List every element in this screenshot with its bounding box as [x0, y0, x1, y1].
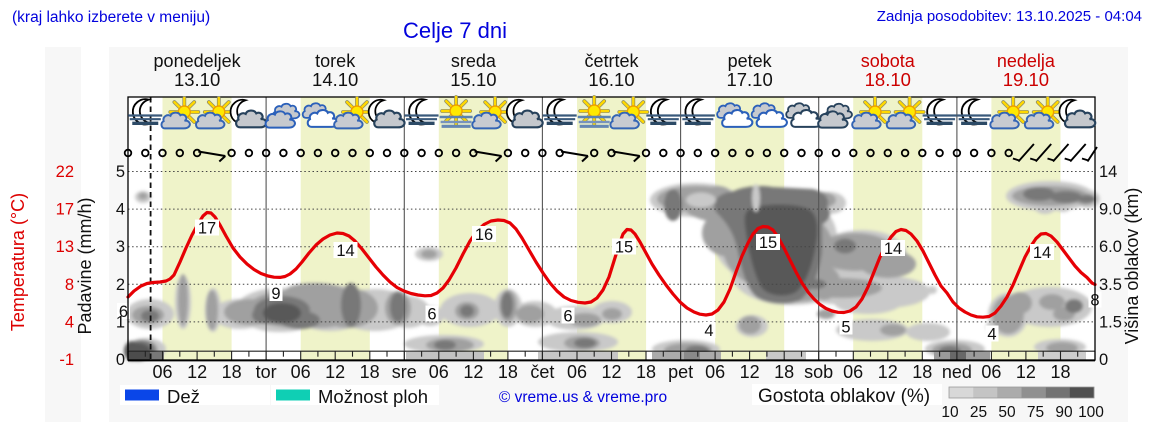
svg-text:tor: tor: [256, 362, 277, 382]
svg-text:12: 12: [1016, 362, 1036, 382]
svg-text:3.5: 3.5: [1099, 276, 1122, 294]
svg-text:6.0: 6.0: [1099, 238, 1122, 256]
svg-text:(kraj lahko izberete v meniju): (kraj lahko izberete v meniju): [12, 9, 210, 26]
svg-text:12: 12: [601, 362, 621, 382]
svg-text:12: 12: [878, 362, 898, 382]
svg-text:6: 6: [119, 303, 128, 321]
svg-text:4: 4: [116, 201, 125, 219]
svg-text:18: 18: [222, 362, 242, 382]
svg-text:1: 1: [116, 313, 125, 331]
svg-text:sobota: sobota: [861, 51, 916, 71]
svg-text:0: 0: [1099, 351, 1108, 369]
svg-text:12: 12: [325, 362, 345, 382]
svg-text:0: 0: [116, 351, 125, 369]
svg-text:18: 18: [774, 362, 794, 382]
svg-text:50: 50: [998, 404, 1016, 421]
svg-text:75: 75: [1027, 404, 1044, 421]
svg-text:čet: čet: [530, 362, 554, 382]
svg-text:25: 25: [970, 404, 987, 421]
svg-text:pet: pet: [668, 362, 693, 382]
svg-text:06: 06: [981, 362, 1001, 382]
svg-text:6: 6: [427, 306, 436, 324]
svg-text:Celje 7 dni: Celje 7 dni: [403, 18, 507, 43]
svg-text:Višina oblakov (km): Višina oblakov (km): [1122, 188, 1142, 345]
svg-text:17.10: 17.10: [726, 69, 772, 90]
svg-text:12: 12: [187, 362, 207, 382]
svg-text:Temperatura (°C): Temperatura (°C): [8, 193, 28, 331]
svg-text:15: 15: [615, 239, 633, 257]
svg-text:Dež: Dež: [167, 386, 200, 407]
svg-text:18: 18: [912, 362, 932, 382]
svg-text:06: 06: [843, 362, 863, 382]
svg-text:© vreme.us & vreme.pro: © vreme.us & vreme.pro: [499, 389, 667, 406]
svg-text:petek: petek: [728, 51, 773, 71]
svg-text:6: 6: [563, 308, 572, 326]
svg-text:15.10: 15.10: [450, 69, 496, 90]
svg-text:18.10: 18.10: [865, 69, 911, 90]
svg-text:100: 100: [1078, 404, 1104, 421]
svg-text:Zadnja posodobitev: 13.10.2025: Zadnja posodobitev: 13.10.2025 - 04:04: [877, 8, 1142, 25]
svg-text:9.0: 9.0: [1099, 201, 1122, 219]
svg-text:19.10: 19.10: [1003, 69, 1049, 90]
svg-text:10: 10: [941, 404, 959, 421]
svg-text:15: 15: [759, 234, 777, 252]
svg-text:13: 13: [56, 238, 74, 256]
svg-text:nedelja: nedelja: [997, 51, 1056, 71]
svg-text:4: 4: [704, 322, 713, 340]
svg-text:13.10: 13.10: [174, 69, 220, 90]
svg-text:sre: sre: [392, 362, 417, 382]
svg-text:Padavine (mm/h): Padavine (mm/h): [75, 197, 95, 334]
svg-text:14.10: 14.10: [312, 69, 358, 90]
svg-text:5: 5: [841, 319, 850, 337]
svg-text:90: 90: [1055, 404, 1073, 421]
svg-text:2: 2: [116, 276, 125, 294]
svg-text:18: 18: [636, 362, 656, 382]
svg-text:17: 17: [56, 201, 74, 219]
svg-text:3: 3: [116, 238, 125, 256]
svg-text:1.5: 1.5: [1099, 313, 1122, 331]
svg-text:17: 17: [198, 220, 216, 238]
svg-text:sob: sob: [804, 362, 833, 382]
svg-text:14: 14: [1033, 244, 1051, 262]
svg-text:22: 22: [56, 163, 74, 181]
svg-text:06: 06: [152, 362, 172, 382]
svg-text:06: 06: [429, 362, 449, 382]
svg-text:8: 8: [65, 276, 74, 294]
svg-text:12: 12: [740, 362, 760, 382]
svg-text:14: 14: [1099, 163, 1117, 181]
svg-text:ponedeljek: ponedeljek: [154, 51, 242, 71]
svg-text:06: 06: [567, 362, 587, 382]
svg-text:16: 16: [475, 226, 493, 244]
svg-text:torek: torek: [315, 51, 356, 71]
svg-text:12: 12: [463, 362, 483, 382]
svg-text:18: 18: [360, 362, 380, 382]
svg-text:4: 4: [987, 326, 996, 344]
svg-text:16.10: 16.10: [588, 69, 634, 90]
svg-text:Možnost ploh: Možnost ploh: [318, 386, 428, 407]
svg-text:06: 06: [705, 362, 725, 382]
svg-text:Gostota oblakov (%): Gostota oblakov (%): [758, 386, 930, 407]
svg-text:9: 9: [271, 285, 280, 303]
svg-text:4: 4: [65, 313, 74, 331]
svg-text:četrtek: četrtek: [584, 51, 639, 71]
svg-text:06: 06: [291, 362, 311, 382]
svg-text:ned: ned: [942, 362, 972, 382]
svg-text:5: 5: [116, 163, 125, 181]
svg-text:14: 14: [884, 240, 902, 258]
svg-text:18: 18: [498, 362, 518, 382]
svg-text:sreda: sreda: [451, 51, 497, 71]
svg-text:-1: -1: [59, 351, 74, 369]
svg-text:18: 18: [1050, 362, 1070, 382]
svg-text:14: 14: [336, 242, 354, 260]
